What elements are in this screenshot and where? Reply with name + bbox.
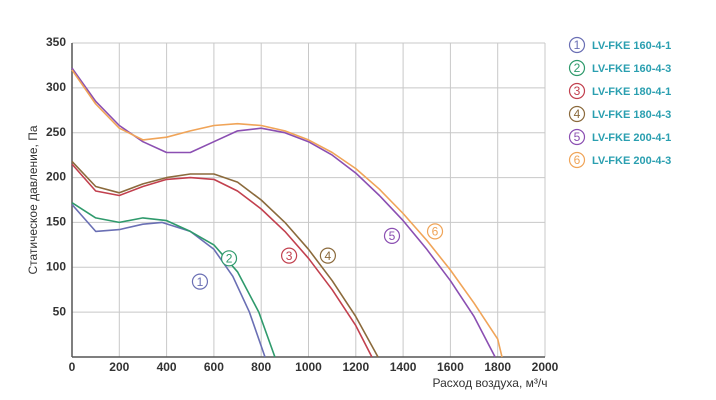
series-line — [71, 69, 503, 358]
series-line — [71, 202, 276, 358]
y-axis-label: Статическое давление, Па — [26, 125, 40, 274]
legend-label: LV-FKE 200-4-1 — [592, 132, 671, 144]
series-line — [71, 160, 379, 358]
y-tick-label: 150 — [46, 215, 66, 229]
legend-circle — [568, 36, 586, 54]
x-tick-label: 1200 — [342, 360, 369, 374]
y-tick-label: 250 — [46, 125, 66, 139]
annotation-circle — [220, 250, 238, 267]
x-tick-label: 400 — [157, 360, 177, 374]
x-tick-label: 1400 — [390, 360, 417, 374]
x-tick-label: 2000 — [532, 360, 559, 374]
legend-label: LV-FKE 160-4-1 — [592, 40, 671, 52]
x-tick-label: 0 — [69, 360, 76, 374]
legend-number: 4 — [574, 107, 581, 121]
annotation-circle — [281, 247, 298, 264]
y-tick-label: 200 — [46, 170, 66, 184]
legend-number: 5 — [574, 130, 581, 144]
legend-circle — [568, 59, 586, 77]
annotation: 6 — [432, 225, 439, 239]
legend-circle — [568, 105, 586, 123]
legend-number: 6 — [574, 153, 581, 167]
legend-label: LV-FKE 180-4-3 — [592, 109, 671, 121]
series-line — [71, 203, 266, 358]
annotation: 3 — [286, 249, 293, 263]
x-tick-label: 1000 — [295, 360, 322, 374]
series-line — [71, 163, 373, 358]
x-tick-label: 1600 — [437, 360, 464, 374]
annotation-circle — [191, 273, 209, 290]
x-axis-label: Расход воздуха, м³/ч — [433, 376, 548, 390]
annotation: 2 — [226, 251, 233, 265]
annotation-circle — [426, 223, 444, 240]
y-tick-label: 350 — [46, 35, 66, 49]
x-tick-label: 600 — [204, 360, 224, 374]
series-line — [71, 67, 496, 358]
legend-label: LV-FKE 180-4-1 — [592, 86, 671, 98]
x-tick-label: 800 — [251, 360, 271, 374]
legend-number: 2 — [574, 61, 581, 75]
x-tick-label: 1800 — [484, 360, 511, 374]
annotation: 5 — [389, 229, 396, 243]
x-tick-label: 200 — [109, 360, 129, 374]
legend-circle — [568, 151, 586, 169]
legend-circle — [568, 128, 586, 146]
legend-number: 1 — [574, 38, 581, 52]
annotation: 1 — [197, 275, 204, 289]
annotation: 4 — [325, 249, 332, 263]
annotation-circle — [319, 247, 336, 264]
y-tick-label: 300 — [46, 80, 66, 94]
legend-number: 3 — [574, 84, 581, 98]
legend-label: LV-FKE 200-4-3 — [592, 155, 671, 167]
legend-circle — [568, 82, 586, 100]
annotation-circle — [383, 227, 401, 244]
legend-label: LV-FKE 160-4-3 — [592, 63, 671, 75]
y-tick-label: 100 — [46, 259, 66, 273]
y-tick-label: 50 — [53, 304, 67, 318]
